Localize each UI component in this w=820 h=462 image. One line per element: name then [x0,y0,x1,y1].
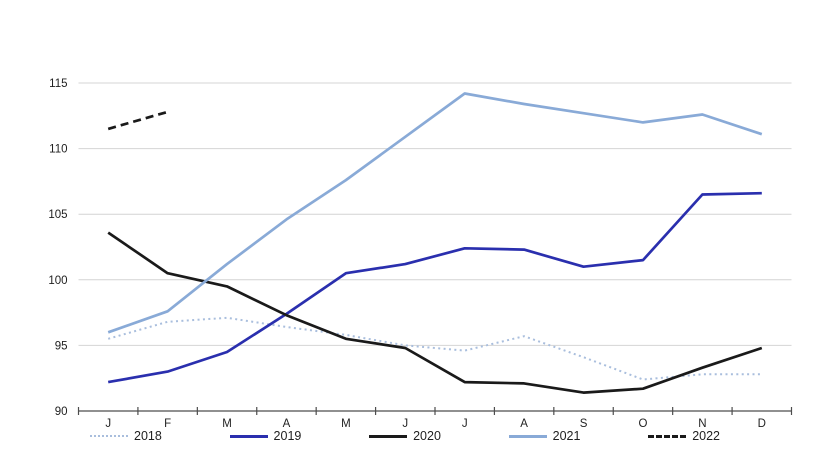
legend-swatch-2019 [229,434,268,438]
legend-swatch-2021 [508,434,547,438]
y-axis-label-95: 95 [55,340,68,352]
x-axis-label-2: M [222,418,232,430]
legend-swatch-2022 [648,434,687,438]
x-axis-label-8: S [580,418,588,430]
legend-swatch-2020 [369,434,408,438]
legend-item-2020: 2020 [369,430,441,443]
x-axis-label-1: F [164,418,171,430]
chart-legend: 2018 2019 2020 2021 2022 [90,430,720,443]
legend-item-2018: 2018 [90,430,162,443]
series-line-2019 [107,191,762,384]
legend-label-2021: 2021 [552,429,581,443]
x-axis-label-0: J [105,418,111,430]
series-line-2018 [107,316,762,381]
x-axis-label-11: D [758,418,766,430]
x-axis-label-5: J [402,418,408,430]
legend-swatch-2018 [90,435,128,438]
x-axis-label-4: M [341,418,351,430]
series-line-2021 [107,92,763,334]
x-axis-label-6: J [462,418,468,430]
legend-item-2022: 2022 [648,430,720,443]
legend-label-2018: 2018 [134,429,162,443]
legend-label-2019: 2019 [273,429,302,443]
y-axis-label-100: 100 [48,275,67,287]
legend-label-2022: 2022 [692,429,720,443]
y-axis-label-115: 115 [49,78,67,90]
series-line-2020 [107,231,763,394]
x-axis-label-10: N [698,418,706,430]
legend-item-2019: 2019 [229,429,302,443]
legend-item-2021: 2021 [508,429,581,443]
x-axis-label-3: A [283,418,291,430]
y-axis-label-110: 110 [49,144,67,156]
y-axis-label-105: 105 [48,209,67,221]
legend-label-2020: 2020 [413,429,441,443]
x-axis-label-9: O [638,418,647,430]
y-axis-label-90: 90 [55,406,68,418]
x-axis-label-7: A [520,418,528,430]
series-line-2022 [107,110,168,131]
